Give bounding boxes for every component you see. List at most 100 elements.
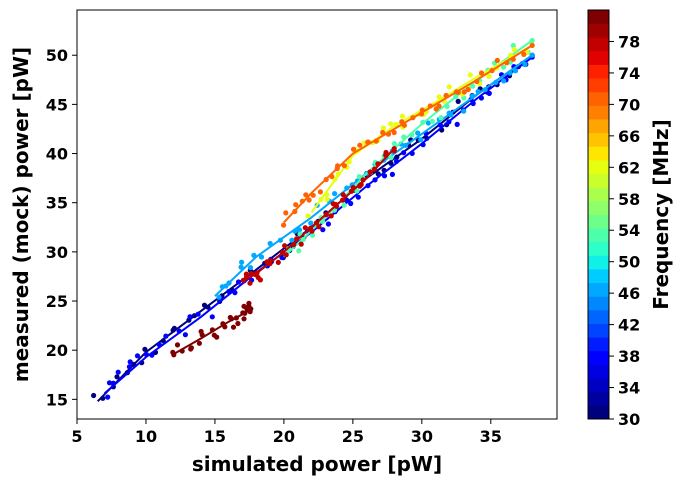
data-point [279, 249, 286, 255]
data-point [176, 328, 182, 334]
colorbar-segment [588, 282, 609, 297]
data-point [188, 345, 194, 351]
colorbar-label: Frequency [MHz] [649, 119, 673, 310]
data-point [306, 197, 312, 203]
data-point [309, 228, 315, 234]
colorbar-segment [588, 91, 609, 106]
data-point [324, 192, 330, 198]
colorbar-segment [588, 159, 609, 174]
data-point [298, 241, 304, 247]
data-point [302, 225, 308, 231]
data-point [171, 325, 177, 331]
data-point [380, 129, 386, 136]
data-point [205, 304, 211, 310]
data-point [375, 161, 381, 167]
data-point [323, 176, 329, 183]
data-point [257, 277, 263, 283]
y-tick-label: 15 [46, 390, 68, 409]
data-point [318, 196, 324, 202]
data-point [340, 192, 346, 198]
data-point [409, 132, 415, 138]
data-point [388, 160, 394, 166]
colorbar-tick-label: 38 [618, 347, 640, 366]
y-tick-label: 25 [46, 292, 68, 311]
data-point [401, 134, 407, 140]
data-point [198, 328, 204, 335]
data-point [494, 57, 500, 64]
data-point [443, 92, 449, 99]
data-point [393, 122, 399, 128]
data-point [381, 173, 388, 179]
data-point [401, 122, 407, 128]
data-point [507, 70, 513, 76]
data-point [126, 364, 132, 370]
data-point [235, 320, 241, 327]
data-point [504, 60, 510, 66]
data-point [277, 237, 283, 243]
colorbar-segment [588, 37, 609, 52]
colorbar-tick-label: 74 [618, 64, 640, 83]
colorbar-segment [588, 64, 609, 79]
colorbar-segment [588, 323, 609, 338]
colorbar-segment [588, 255, 609, 270]
series-82 [170, 300, 254, 358]
data-point [334, 203, 340, 209]
colorbar-segment [588, 173, 609, 188]
data-point [409, 150, 415, 156]
data-point [391, 146, 397, 152]
data-point [427, 103, 433, 109]
data-point [300, 236, 306, 242]
data-point [232, 290, 238, 296]
data-point [367, 169, 373, 175]
data-point [511, 46, 517, 53]
data-point [283, 210, 289, 216]
data-point [292, 208, 298, 215]
series-line [283, 44, 533, 224]
colorbar-segment [588, 200, 609, 215]
data-point [246, 300, 252, 306]
data-point [356, 174, 362, 180]
data-point [467, 72, 473, 78]
data-point [437, 122, 443, 128]
data-point [110, 380, 116, 386]
data-point [106, 380, 113, 386]
data-point [444, 103, 450, 109]
data-point [365, 183, 371, 189]
data-point [470, 100, 476, 107]
data-point [238, 264, 244, 270]
data-point [461, 108, 467, 114]
colorbar-segment [588, 132, 609, 147]
data-point [275, 259, 281, 265]
data-point [454, 121, 460, 127]
colorbar-segment [588, 269, 609, 284]
data-point [393, 158, 400, 164]
data-point [493, 79, 499, 85]
data-point [171, 352, 177, 358]
data-point [317, 189, 323, 195]
data-point [254, 270, 260, 276]
data-point [510, 56, 516, 62]
colorbar-tick-label: 34 [618, 379, 640, 398]
colorbar-tick-label: 66 [618, 127, 640, 146]
colorbar-tick-label: 54 [618, 221, 640, 240]
data-point [529, 52, 535, 58]
y-axis-label: measured (mock) power [pW] [9, 47, 33, 382]
data-point [310, 192, 316, 198]
data-point [482, 87, 488, 93]
data-point [372, 177, 378, 183]
data-point [296, 248, 302, 254]
data-point [529, 37, 535, 44]
data-point [465, 86, 471, 93]
data-point [235, 279, 242, 285]
data-point [340, 197, 346, 203]
data-point [489, 68, 495, 74]
data-point [346, 159, 352, 165]
data-point [114, 374, 120, 380]
colorbar-tick-label: 70 [618, 95, 640, 114]
y-tick-label: 40 [46, 145, 68, 164]
data-point [292, 228, 298, 234]
data-point [241, 316, 247, 322]
data-point [105, 394, 111, 400]
data-point [420, 142, 426, 148]
